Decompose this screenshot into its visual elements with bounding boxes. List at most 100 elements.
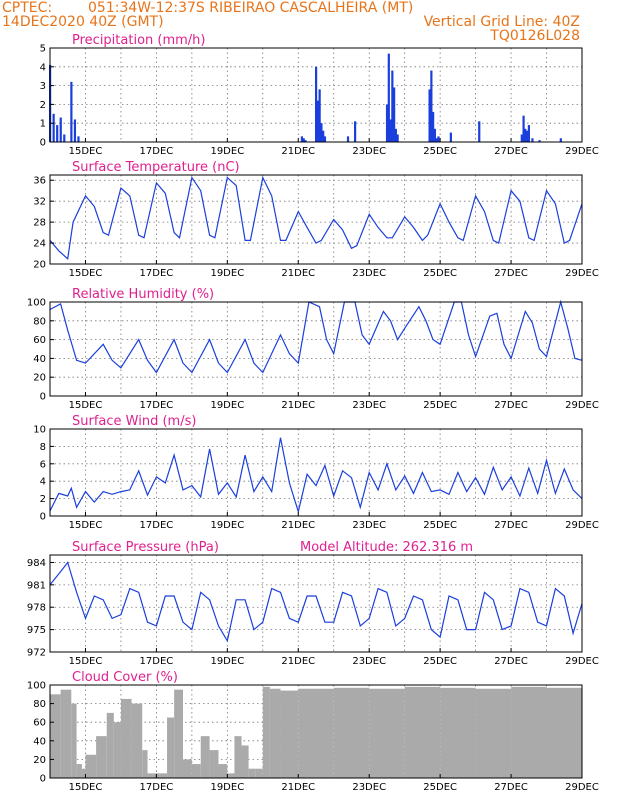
precip-bar — [527, 125, 530, 142]
precip-bar — [323, 136, 327, 142]
cloud-bar — [96, 736, 107, 778]
x-tick-label: 19DEC — [210, 520, 244, 531]
x-tick-label: 17DEC — [140, 656, 174, 667]
grid-note-label: Vertical Grid Line: 40Z — [424, 14, 580, 30]
x-tick-label: 27DEC — [494, 782, 528, 793]
x-tick-label: 27DEC — [494, 520, 528, 531]
cloud-bar — [60, 689, 72, 778]
cloud-bar — [511, 686, 547, 778]
x-tick-label: 23DEC — [352, 656, 386, 667]
y-tick-label: 4 — [40, 62, 46, 73]
x-tick-label: 19DEC — [210, 268, 244, 279]
y-tick-label: 80 — [33, 316, 46, 327]
panel-frame — [49, 428, 583, 517]
x-tick-label: 19DEC — [210, 146, 244, 157]
x-tick-label: 29DEC — [565, 782, 599, 793]
y-tick-label: 5 — [40, 44, 46, 55]
y-tick-label: 8 — [40, 442, 46, 453]
series-line — [49, 437, 583, 514]
panel-5: 972 975 978 981 984 15DEC 17DEC 19DEC 21DEC 23DEC… — [27, 540, 599, 667]
cloud-bar — [113, 722, 121, 778]
x-tick-label: 21DEC — [281, 268, 315, 279]
cloud-bar — [76, 764, 82, 778]
x-tick-label: 29DEC — [565, 268, 599, 279]
cloud-bar — [280, 690, 299, 778]
y-tick-label: 0 — [40, 392, 46, 403]
panel-subtitle: Model Altitude: 262.316 m — [300, 540, 473, 555]
cloud-bar — [475, 688, 512, 778]
x-tick-label: 21DEC — [281, 146, 315, 157]
panels: 0 1 2 3 4 5 15DEC 17DEC 19DEC 21DEC 23DEC 25DEC 27DE… — [27, 33, 599, 793]
y-tick-label: 981 — [27, 580, 46, 591]
x-tick-label: 23DEC — [352, 146, 386, 157]
precip-bar — [300, 136, 304, 142]
precip-bar — [56, 125, 59, 142]
cloud-bar — [333, 687, 370, 778]
x-tick-label: 21DEC — [281, 400, 315, 411]
precip-bar — [526, 130, 529, 142]
precip-bar — [320, 123, 323, 142]
precip-bar — [63, 134, 66, 142]
x-tick-label: 29DEC — [565, 400, 599, 411]
cloud-bar — [218, 764, 228, 778]
precip-bar — [437, 136, 440, 142]
model-label: TQ0126L028 — [489, 28, 580, 44]
x-tick-label: 23DEC — [352, 268, 386, 279]
x-tick-label: 17DEC — [140, 146, 174, 157]
cloud-bar — [200, 736, 210, 778]
precip-bar — [433, 128, 437, 142]
cloud-bar — [234, 736, 242, 778]
panel-2: 20 24 28 32 36 15DEC 17DEC 19DEC 21DEC 23DEC 25DEC… — [33, 160, 599, 279]
precip-bar — [396, 134, 399, 142]
y-tick-label: 978 — [27, 603, 46, 614]
panel-frame — [49, 684, 583, 779]
panel-6: 0 20 40 60 80 100 15DEC 17DEC 19DEC 21DEC 23DEC 25D… — [27, 670, 599, 793]
x-tick-label: 25DEC — [423, 656, 457, 667]
panel-frame — [49, 301, 583, 397]
precip-bar — [302, 138, 305, 142]
x-tick-label: 25DEC — [423, 146, 457, 157]
cloud-bar — [131, 703, 143, 778]
panel-frame — [49, 554, 583, 653]
y-tick-label: 3 — [40, 81, 46, 92]
location-label: 051:34W-12:37S RIBEIRAO CASCALHEIRA (MT) — [88, 0, 413, 16]
x-tick-label: 15DEC — [69, 520, 103, 531]
y-tick-label: 0 — [40, 774, 46, 785]
y-tick-label: 24 — [33, 239, 46, 250]
y-tick-label: 60 — [33, 718, 46, 729]
panel-4: 0 2 4 6 8 10 15DEC 17DEC 19DEC 21DEC 23DEC 25DEC 27D… — [33, 414, 599, 531]
cloud-bar — [50, 694, 61, 778]
precip-bar — [391, 70, 394, 142]
x-tick-label: 19DEC — [210, 782, 244, 793]
x-tick-label: 25DEC — [423, 782, 457, 793]
cloud-bar — [255, 768, 263, 778]
cloud-bar — [269, 688, 281, 778]
y-tick-label: 975 — [27, 625, 46, 636]
cloud-bar — [369, 688, 405, 778]
cloud-bar — [159, 773, 168, 778]
precip-bar — [430, 70, 433, 142]
precip-bar — [315, 66, 318, 142]
x-tick-label: 27DEC — [494, 656, 528, 667]
cloud-bar — [142, 750, 148, 778]
x-tick-label: 15DEC — [69, 268, 103, 279]
precip-bar — [432, 111, 435, 142]
panel-title: Surface Temperature (nC) — [72, 160, 240, 175]
y-tick-label: 6 — [40, 459, 46, 470]
precip-bar — [520, 134, 523, 142]
precip-bar — [59, 117, 62, 142]
x-tick-label: 23DEC — [352, 400, 386, 411]
precip-bar — [393, 87, 396, 142]
cloud-bar — [546, 687, 582, 778]
x-tick-label: 25DEC — [423, 400, 457, 411]
x-tick-label: 29DEC — [565, 520, 599, 531]
cloud-bar — [191, 764, 201, 778]
x-tick-label: 17DEC — [140, 268, 174, 279]
panel-title: Surface Wind (m/s) — [72, 414, 196, 429]
panel-3: 0 20 40 60 80 100 15DEC 17DEC 19DEC 21DEC 23DEC 25D… — [27, 287, 599, 411]
precip-bar — [435, 138, 438, 142]
x-tick-label: 21DEC — [281, 520, 315, 531]
y-tick-label: 100 — [27, 681, 46, 692]
series-line — [49, 175, 583, 260]
